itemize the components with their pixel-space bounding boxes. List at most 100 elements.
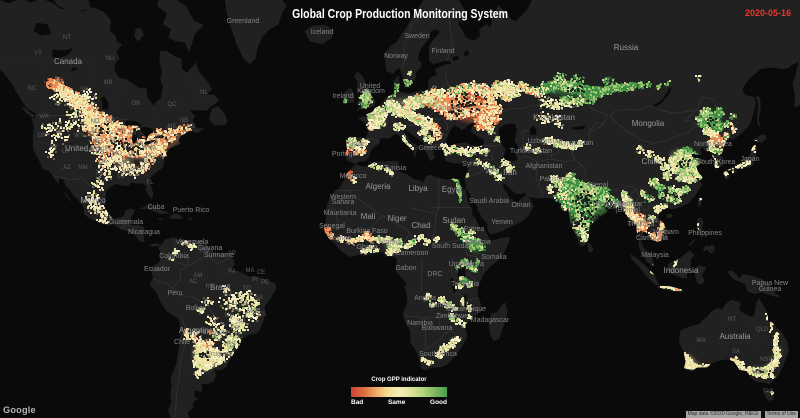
svg-text:Cameroon: Cameroon [396, 250, 429, 257]
svg-text:VA: VA [149, 146, 157, 152]
svg-text:TN: TN [126, 157, 134, 163]
svg-text:WA: WA [696, 338, 705, 344]
svg-text:AP: AP [228, 251, 236, 257]
svg-text:ME: ME [168, 124, 177, 130]
svg-text:WY: WY [74, 133, 84, 139]
svg-text:SC: SC [235, 334, 244, 340]
svg-text:DRC: DRC [427, 271, 442, 278]
svg-text:RS: RS [227, 342, 235, 348]
svg-text:CO: CO [85, 148, 94, 154]
svg-text:Guinea: Guinea [759, 286, 782, 293]
svg-text:Guatemala: Guatemala [109, 219, 143, 226]
svg-text:Botswana: Botswana [422, 325, 453, 332]
svg-text:Kazakhstan: Kazakhstan [533, 113, 575, 122]
svg-text:NE: NE [93, 139, 101, 145]
svg-text:OH: OH [135, 142, 144, 148]
svg-text:QLD: QLD [756, 327, 769, 333]
svg-text:MT: MT [224, 292, 233, 298]
svg-text:KS: KS [96, 150, 104, 156]
svg-text:Japan: Japan [740, 156, 759, 163]
svg-text:Libya: Libya [408, 184, 428, 193]
svg-text:BC: BC [28, 86, 37, 92]
svg-text:Uruguay: Uruguay [206, 351, 233, 358]
svg-text:ND: ND [91, 119, 100, 125]
svg-text:Guyana: Guyana [198, 245, 223, 252]
svg-text:Colombia: Colombia [159, 253, 189, 260]
svg-text:Cuba: Cuba [148, 204, 165, 211]
svg-text:WV: WV [142, 145, 152, 151]
svg-text:Chad: Chad [411, 221, 430, 230]
svg-text:Oman: Oman [511, 202, 530, 209]
svg-text:Malaysia: Malaysia [641, 252, 669, 259]
svg-text:Puerto Rico: Puerto Rico [173, 207, 210, 214]
svg-text:Australia: Australia [719, 332, 751, 341]
svg-text:RR: RR [200, 248, 209, 254]
svg-text:Brazil: Brazil [210, 283, 230, 292]
svg-text:Uganda: Uganda [449, 261, 474, 268]
svg-text:Kyrgyzstan: Kyrgyzstan [559, 140, 594, 147]
svg-text:NSW: NSW [760, 357, 774, 363]
svg-text:Madagascar: Madagascar [471, 317, 510, 324]
svg-text:Mongolia: Mongolia [632, 119, 665, 128]
svg-text:Portugal: Portugal [332, 151, 359, 158]
svg-text:Suriname: Suriname [204, 252, 234, 259]
svg-text:NT: NT [63, 35, 71, 41]
svg-text:Indonesia: Indonesia [664, 266, 699, 275]
svg-text:NY: NY [155, 135, 163, 141]
svg-text:MS: MS [122, 169, 131, 175]
svg-text:TX: TX [95, 171, 103, 177]
svg-text:Bangladesh: Bangladesh [596, 201, 633, 208]
svg-text:Senegal: Senegal [319, 223, 345, 230]
svg-text:Laos: Laos [642, 217, 658, 224]
svg-text:Uzbekistan: Uzbekistan [528, 138, 563, 145]
svg-text:IL: IL [122, 144, 128, 150]
svg-text:Mexico: Mexico [80, 196, 106, 205]
svg-text:Western: Western [330, 194, 356, 201]
svg-text:Saudi Arabia: Saudi Arabia [469, 198, 509, 205]
svg-text:AL: AL [129, 168, 137, 174]
svg-text:Eritrea: Eritrea [464, 226, 485, 233]
svg-text:OK: OK [99, 159, 108, 165]
svg-text:MN: MN [105, 119, 114, 125]
svg-text:NB: NB [180, 118, 188, 124]
svg-text:SK: SK [80, 87, 88, 93]
svg-text:Greece: Greece [419, 145, 442, 152]
svg-text:AR: AR [114, 163, 123, 169]
svg-text:(Burma): (Burma) [615, 207, 640, 214]
svg-text:MI: MI [130, 131, 137, 137]
svg-text:Sweden: Sweden [404, 33, 429, 40]
svg-text:Canada: Canada [54, 57, 83, 66]
svg-text:United States: United States [65, 144, 113, 153]
svg-text:MB: MB [104, 80, 113, 86]
svg-text:WA: WA [39, 114, 48, 120]
svg-text:RO: RO [206, 284, 215, 290]
svg-text:PE: PE [261, 280, 269, 286]
svg-text:Iraq: Iraq [486, 167, 498, 174]
svg-text:Afghanistan: Afghanistan [526, 163, 563, 170]
svg-text:SA: SA [732, 349, 740, 355]
svg-text:North Korea: North Korea [694, 141, 732, 148]
svg-text:Peru: Peru [168, 290, 183, 297]
svg-text:Philippines: Philippines [688, 230, 722, 237]
svg-text:Iceland: Iceland [311, 29, 334, 36]
svg-text:KY: KY [131, 151, 139, 157]
svg-text:Greenland: Greenland [227, 18, 260, 25]
svg-text:BA: BA [255, 295, 263, 301]
svg-text:Ghana: Ghana [356, 244, 377, 251]
svg-text:Kenya: Kenya [464, 261, 484, 268]
svg-text:Guinea: Guinea [329, 235, 352, 242]
svg-text:Egypt: Egypt [442, 185, 463, 194]
svg-text:PI: PI [252, 277, 258, 283]
svg-text:Myanmar: Myanmar [613, 201, 643, 208]
svg-text:VIC: VIC [752, 370, 763, 376]
svg-text:Zimbabwe: Zimbabwe [436, 313, 468, 320]
svg-text:Chile: Chile [174, 339, 190, 346]
svg-text:Somalia: Somalia [481, 254, 506, 261]
svg-text:Burkina Faso: Burkina Faso [346, 228, 387, 235]
svg-text:Ireland: Ireland [332, 93, 354, 100]
svg-text:Argentina: Argentina [179, 326, 214, 335]
svg-text:Angola: Angola [414, 295, 436, 302]
svg-text:Iran: Iran [503, 168, 517, 177]
svg-text:SC: SC [142, 159, 151, 165]
svg-text:United: United [360, 83, 380, 90]
